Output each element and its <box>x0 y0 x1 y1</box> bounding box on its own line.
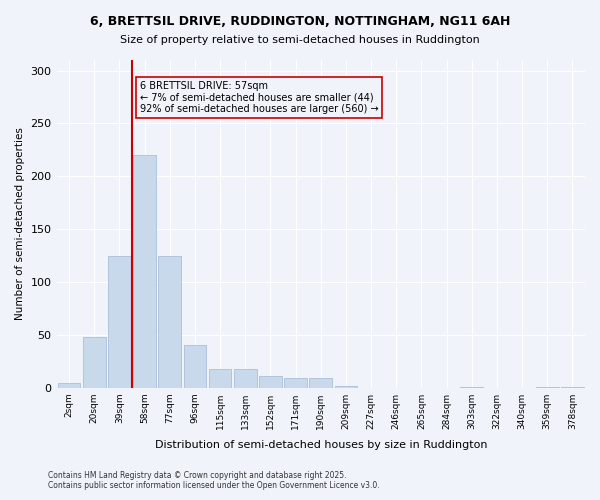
Text: 6, BRETTSIL DRIVE, RUDDINGTON, NOTTINGHAM, NG11 6AH: 6, BRETTSIL DRIVE, RUDDINGTON, NOTTINGHA… <box>90 15 510 28</box>
Bar <box>460 386 483 388</box>
Bar <box>310 378 332 388</box>
Bar <box>209 368 232 388</box>
Bar <box>58 384 80 388</box>
X-axis label: Distribution of semi-detached houses by size in Ruddington: Distribution of semi-detached houses by … <box>155 440 487 450</box>
Bar <box>259 376 282 388</box>
Bar <box>184 346 206 388</box>
Bar <box>561 386 584 388</box>
Bar <box>158 256 181 388</box>
Text: 6 BRETTSIL DRIVE: 57sqm
← 7% of semi-detached houses are smaller (44)
92% of sem: 6 BRETTSIL DRIVE: 57sqm ← 7% of semi-det… <box>140 81 378 114</box>
Bar <box>83 337 106 388</box>
Bar <box>234 368 257 388</box>
Text: Contains HM Land Registry data © Crown copyright and database right 2025.
Contai: Contains HM Land Registry data © Crown c… <box>48 470 380 490</box>
Bar <box>335 386 357 388</box>
Text: Size of property relative to semi-detached houses in Ruddington: Size of property relative to semi-detach… <box>120 35 480 45</box>
Bar <box>536 386 559 388</box>
Bar <box>133 155 156 388</box>
Y-axis label: Number of semi-detached properties: Number of semi-detached properties <box>15 128 25 320</box>
Bar <box>284 378 307 388</box>
Bar <box>108 256 131 388</box>
